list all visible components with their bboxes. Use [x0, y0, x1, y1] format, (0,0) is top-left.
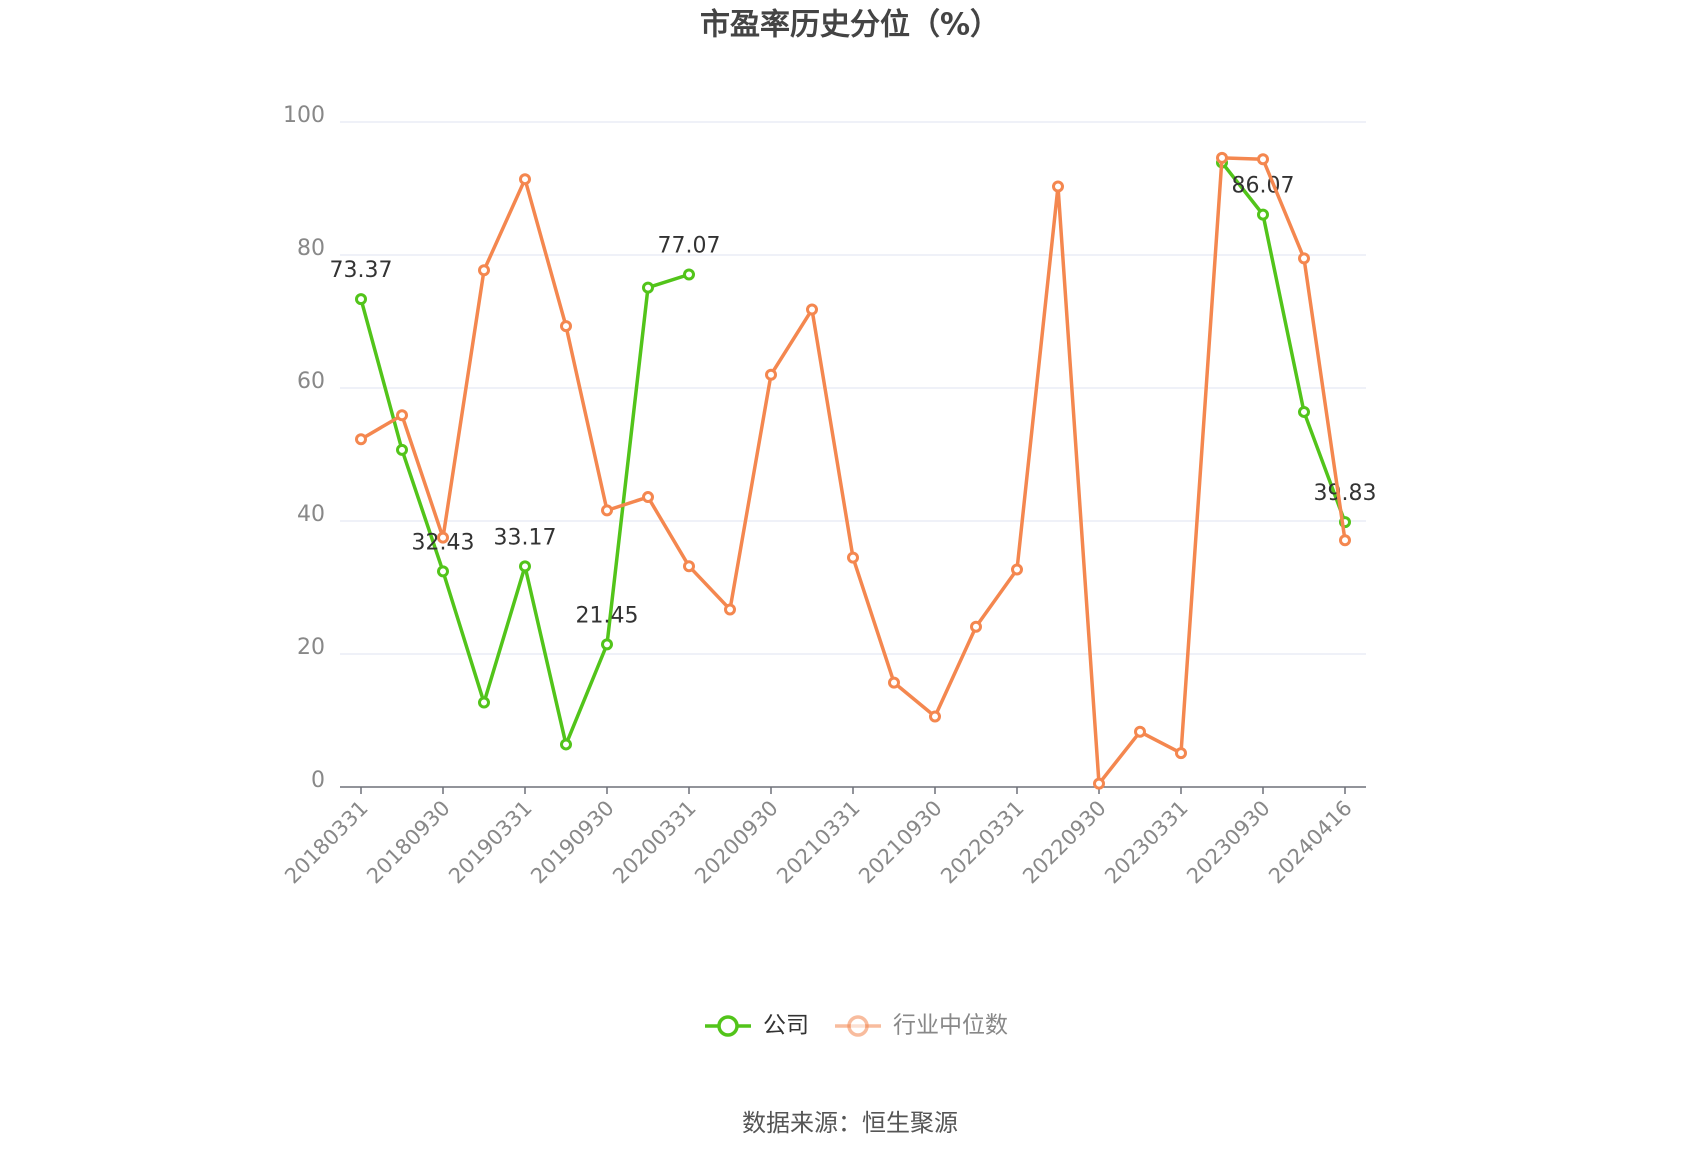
x-tick-label: 20210331	[772, 796, 865, 889]
data-point	[847, 551, 859, 564]
data-label: 33.17	[494, 525, 557, 550]
data-label: 77.07	[658, 233, 721, 258]
series-line	[1220, 161, 1347, 523]
data-point	[1339, 534, 1351, 547]
y-tick-label: 20	[297, 635, 325, 660]
y-tick-label: 100	[283, 103, 325, 128]
legend-symbol	[717, 1015, 739, 1037]
data-point	[683, 268, 695, 281]
data-point	[396, 409, 408, 422]
data-point	[1257, 153, 1269, 166]
x-tick-label: 20230930	[1182, 796, 1275, 889]
data-point	[478, 696, 490, 709]
y-tick-label: 80	[297, 236, 325, 261]
legend-label: 公司	[763, 1013, 809, 1039]
x-tick-label: 20200331	[608, 796, 701, 889]
x-tick-label: 20220930	[1018, 796, 1111, 889]
data-point	[560, 738, 572, 751]
x-tick-label: 20180331	[280, 796, 373, 889]
data-point	[519, 560, 531, 573]
data-label: 86.07	[1232, 174, 1295, 199]
series-line	[360, 156, 1347, 786]
x-tick-label: 20190331	[444, 796, 537, 889]
x-tick-label: 20220331	[936, 796, 1029, 889]
data-point	[1052, 180, 1064, 193]
data-point	[888, 676, 900, 689]
data-point	[1298, 252, 1310, 265]
data-point	[642, 281, 654, 294]
data-point	[1216, 151, 1228, 164]
data-point	[437, 531, 449, 544]
data-point	[806, 303, 818, 316]
data-point	[1134, 725, 1146, 738]
data-point	[396, 443, 408, 456]
data-point	[1093, 777, 1105, 790]
x-tick-label: 20230331	[1100, 796, 1193, 889]
data-point	[355, 293, 367, 306]
y-tick-label: 40	[297, 502, 325, 527]
data-point	[560, 320, 572, 333]
data-label: 39.83	[1314, 481, 1377, 506]
data-point	[601, 504, 613, 517]
data-point	[478, 264, 490, 277]
data-point	[642, 491, 654, 504]
x-tick-label: 20240416	[1264, 796, 1357, 889]
source: 数据来源：恒生聚源	[742, 1109, 958, 1137]
series-line	[359, 272, 690, 747]
data-point	[1011, 563, 1023, 576]
chart-title: 市盈率历史分位（%）	[700, 8, 1000, 43]
data-point	[1298, 405, 1310, 418]
data-point	[601, 638, 613, 651]
x-tick-label: 20180930	[362, 796, 455, 889]
data-point	[929, 710, 941, 723]
data-point	[1257, 208, 1269, 221]
x-tick-label: 20210930	[854, 796, 947, 889]
data-point	[683, 560, 695, 573]
data-label: 21.45	[576, 603, 639, 628]
legend-label: 行业中位数	[893, 1013, 1008, 1039]
legend-symbol	[847, 1015, 869, 1037]
data-label: 73.37	[330, 258, 393, 283]
data-point	[970, 620, 982, 633]
x-tick-label: 20200930	[690, 796, 783, 889]
y-tick-label: 0	[311, 768, 325, 793]
data-point	[519, 173, 531, 186]
x-tick-label: 20190930	[526, 796, 619, 889]
data-point	[1175, 747, 1187, 760]
data-point	[724, 603, 736, 616]
y-tick-label: 60	[297, 369, 325, 394]
data-point	[355, 433, 367, 446]
data-point	[765, 368, 777, 381]
data-point	[437, 565, 449, 578]
